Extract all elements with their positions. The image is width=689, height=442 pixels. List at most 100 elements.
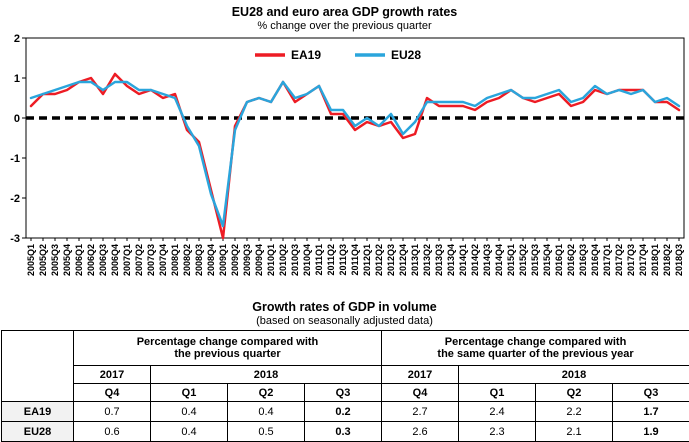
svg-text:2005Q2: 2005Q2 (38, 244, 48, 276)
svg-text:2010Q2: 2010Q2 (278, 244, 288, 276)
svg-text:2005Q4: 2005Q4 (62, 244, 72, 276)
value-cell: 2.1 (536, 422, 613, 442)
svg-text:2016Q2: 2016Q2 (566, 244, 576, 276)
value-cell: 0.5 (228, 422, 305, 442)
value-cell: 2.6 (382, 422, 459, 442)
svg-text:2008Q1: 2008Q1 (170, 244, 180, 276)
svg-text:2009Q1: 2009Q1 (218, 244, 228, 276)
svg-text:2017Q4: 2017Q4 (638, 244, 648, 276)
svg-text:2016Q3: 2016Q3 (578, 244, 588, 276)
quarter-header: Q1 (459, 384, 536, 402)
year-header: 2018 (459, 366, 689, 384)
value-cell: 0.4 (151, 402, 228, 422)
value-cell: 0.4 (151, 422, 228, 442)
svg-text:2012Q1: 2012Q1 (362, 244, 372, 276)
value-cell: 1.9 (613, 422, 689, 442)
svg-text:1: 1 (14, 73, 20, 85)
svg-text:2005Q1: 2005Q1 (26, 244, 36, 276)
quarter-header: Q4 (74, 384, 151, 402)
svg-text:2017Q2: 2017Q2 (614, 244, 624, 276)
svg-text:2007Q1: 2007Q1 (122, 244, 132, 276)
svg-text:2011Q3: 2011Q3 (338, 244, 348, 276)
svg-text:2012Q3: 2012Q3 (386, 244, 396, 276)
svg-text:2016Q1: 2016Q1 (554, 244, 564, 276)
svg-text:2017Q1: 2017Q1 (602, 244, 612, 276)
table-corner-cell (2, 331, 74, 402)
svg-text:2008Q2: 2008Q2 (182, 244, 192, 276)
quarter-header: Q4 (382, 384, 459, 402)
quarter-header: Q2 (536, 384, 613, 402)
svg-text:2006Q3: 2006Q3 (98, 244, 108, 276)
svg-text:-1: -1 (10, 153, 20, 165)
svg-text:2015Q2: 2015Q2 (518, 244, 528, 276)
svg-text:2006Q2: 2006Q2 (86, 244, 96, 276)
svg-text:2006Q1: 2006Q1 (74, 244, 84, 276)
svg-text:2007Q3: 2007Q3 (146, 244, 156, 276)
year-header: 2017 (382, 366, 459, 384)
svg-text:2009Q3: 2009Q3 (242, 244, 252, 276)
svg-text:2018Q2: 2018Q2 (662, 244, 672, 276)
group-header-previous-year: Percentage change compared with the same… (382, 331, 689, 366)
svg-text:2016Q4: 2016Q4 (590, 244, 600, 276)
svg-text:2018Q3: 2018Q3 (674, 244, 684, 276)
svg-text:2015Q1: 2015Q1 (506, 244, 516, 276)
svg-text:2014Q1: 2014Q1 (458, 244, 468, 276)
svg-text:2014Q3: 2014Q3 (482, 244, 492, 276)
legend-label-ea19: EA19 (291, 48, 321, 62)
svg-text:2010Q3: 2010Q3 (290, 244, 300, 276)
svg-text:2008Q4: 2008Q4 (206, 244, 216, 276)
svg-text:-3: -3 (10, 233, 20, 245)
year-header: 2017 (74, 366, 151, 384)
svg-text:2013Q1: 2013Q1 (410, 244, 420, 276)
svg-text:2015Q3: 2015Q3 (530, 244, 540, 276)
svg-text:2012Q2: 2012Q2 (374, 244, 384, 276)
value-cell: 0.7 (74, 402, 151, 422)
svg-text:2005Q3: 2005Q3 (50, 244, 60, 276)
legend-label-eu28: EU28 (391, 48, 421, 62)
svg-text:2006Q4: 2006Q4 (110, 244, 120, 276)
svg-text:2015Q4: 2015Q4 (542, 244, 552, 276)
quarter-header: Q3 (305, 384, 382, 402)
value-cell: 1.7 (613, 402, 689, 422)
value-cell: 2.3 (459, 422, 536, 442)
chart-subtitle: % change over the previous quarter (0, 20, 689, 32)
svg-text:2007Q4: 2007Q4 (158, 244, 168, 276)
svg-text:2012Q4: 2012Q4 (398, 244, 408, 276)
svg-text:2010Q4: 2010Q4 (302, 244, 312, 276)
svg-text:0: 0 (14, 113, 20, 125)
value-cell: 2.4 (459, 402, 536, 422)
table-subtitle: (based on seasonally adjusted data) (0, 315, 689, 327)
svg-text:2013Q4: 2013Q4 (446, 244, 456, 276)
svg-text:2013Q2: 2013Q2 (422, 244, 432, 276)
row-label-ea19: EA19 (2, 402, 74, 422)
quarter-header: Q1 (151, 384, 228, 402)
value-cell: 0.4 (228, 402, 305, 422)
svg-text:2009Q4: 2009Q4 (254, 244, 264, 276)
year-header: 2018 (151, 366, 382, 384)
svg-text:2018Q1: 2018Q1 (650, 244, 660, 276)
quarter-header: Q2 (228, 384, 305, 402)
svg-text:2008Q3: 2008Q3 (194, 244, 204, 276)
gdp-table: Percentage change compared with the prev… (1, 330, 689, 442)
quarter-header: Q3 (613, 384, 689, 402)
svg-text:2011Q1: 2011Q1 (314, 244, 324, 276)
svg-text:2010Q1: 2010Q1 (266, 244, 276, 276)
svg-text:2009Q2: 2009Q2 (230, 244, 240, 276)
table-row-eu28: EU28 0.6 0.4 0.5 0.3 2.6 2.3 2.1 1.9 (2, 422, 689, 442)
table-title: Growth rates of GDP in volume (0, 300, 689, 314)
svg-text:2013Q3: 2013Q3 (434, 244, 444, 276)
svg-text:2011Q2: 2011Q2 (326, 244, 336, 276)
value-cell: 0.3 (305, 422, 382, 442)
svg-text:2017Q3: 2017Q3 (626, 244, 636, 276)
table-row-ea19: EA19 0.7 0.4 0.4 0.2 2.7 2.4 2.2 1.7 (2, 402, 689, 422)
svg-text:2014Q2: 2014Q2 (470, 244, 480, 276)
svg-text:-2: -2 (10, 193, 20, 205)
svg-text:2014Q4: 2014Q4 (494, 244, 504, 276)
row-label-eu28: EU28 (2, 422, 74, 442)
value-cell: 0.2 (305, 402, 382, 422)
svg-text:2007Q2: 2007Q2 (134, 244, 144, 276)
value-cell: 2.7 (382, 402, 459, 422)
y-axis-labels: 210-1-2-3 (10, 34, 26, 245)
chart-title: EU28 and euro area GDP growth rates (0, 0, 689, 19)
